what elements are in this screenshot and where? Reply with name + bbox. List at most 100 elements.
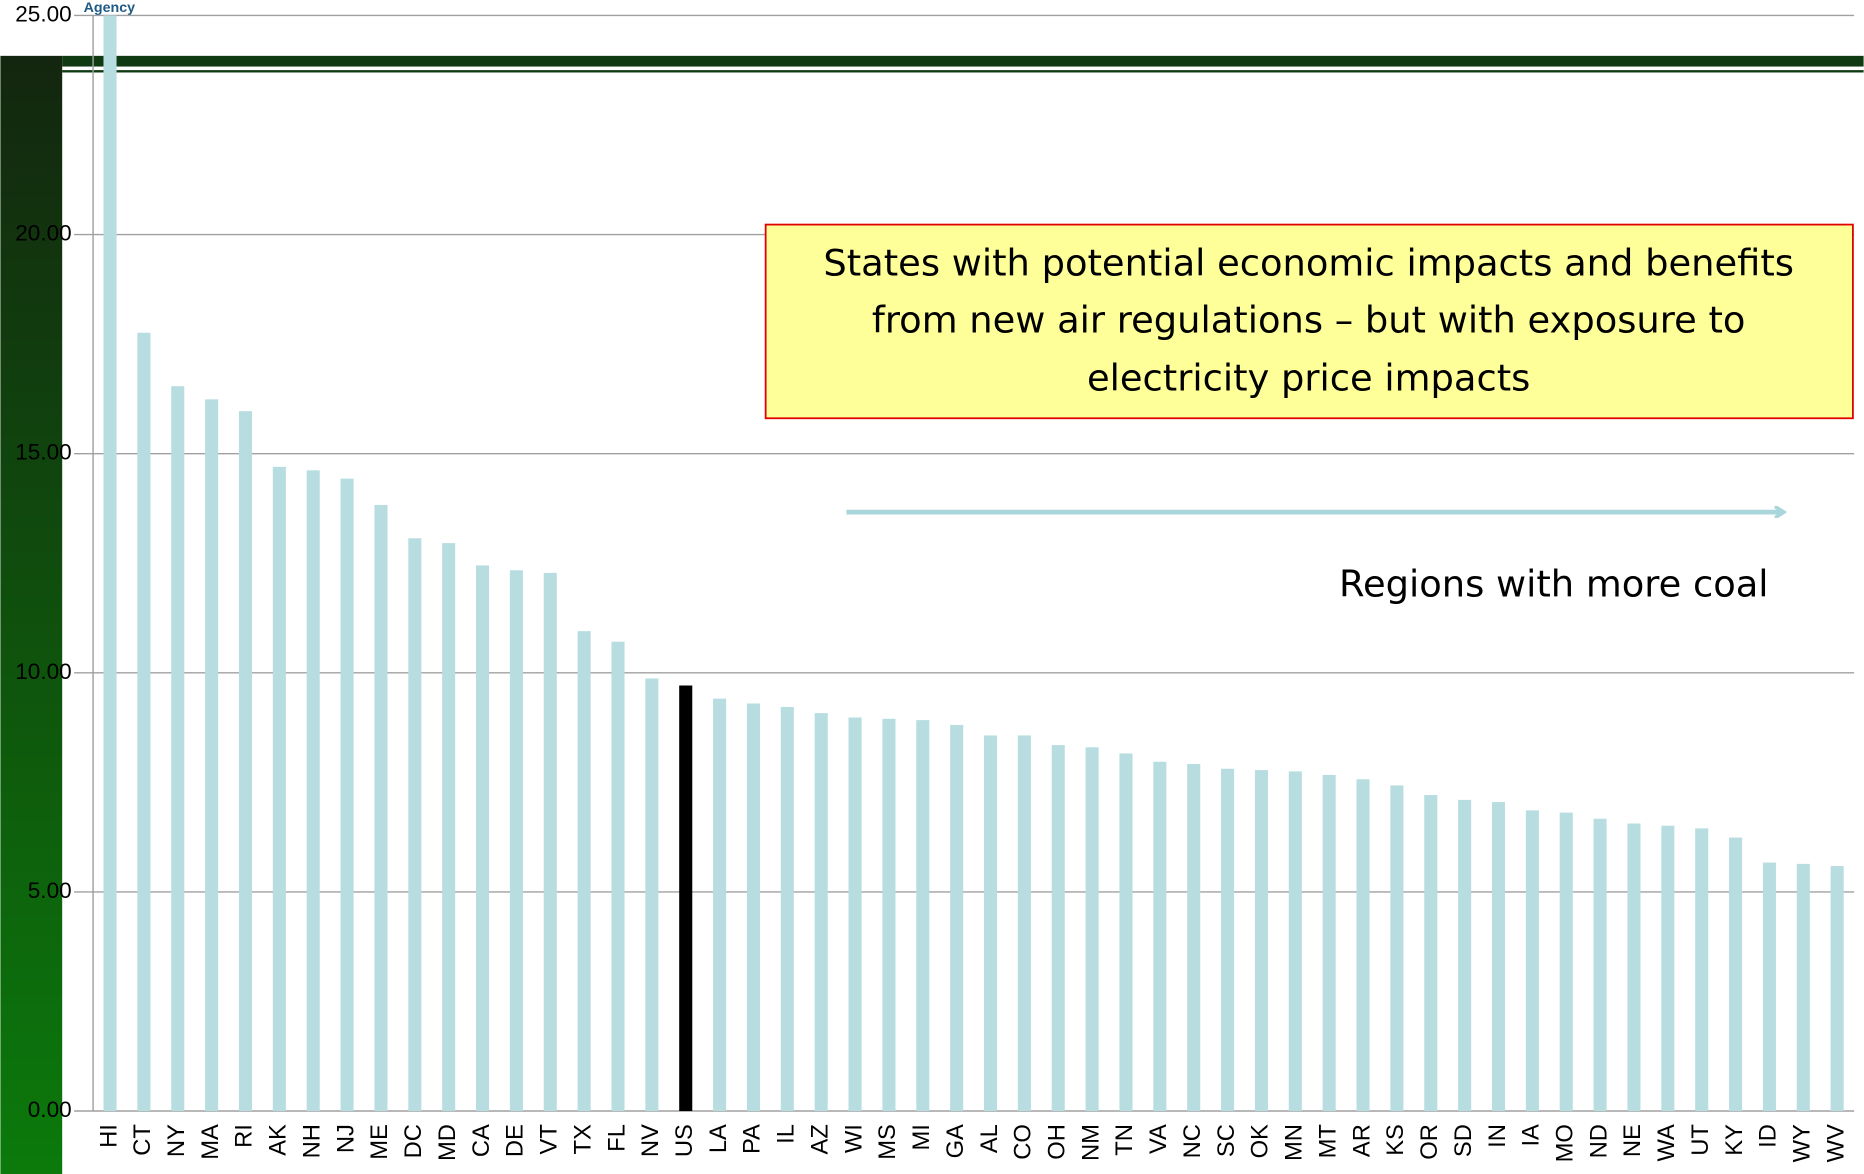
x-tick-label: IA [1518,1124,1545,1147]
bar [1187,763,1201,1112]
x-tick-label: KY [1721,1124,1748,1156]
bar [1221,768,1235,1112]
x-tick-label: AK [265,1124,292,1156]
bar [1695,828,1709,1112]
annotation-box [764,223,1854,420]
bar [1458,799,1472,1112]
y-tick-label: 20.00 [15,221,71,246]
annotation-line: States with potential economic impacts a… [823,241,1794,284]
bar [171,386,185,1112]
x-tick-label: NJ [332,1124,359,1153]
bar [1559,812,1573,1112]
bar [780,706,794,1112]
bar [340,478,354,1112]
x-tick-label: AR [1348,1124,1375,1157]
x-tick-label: ME [366,1124,393,1160]
x-tick-label: NM [1077,1124,1104,1161]
x-tick-label: GA [942,1124,969,1158]
x-tick-label: US [671,1124,698,1157]
bar [1119,753,1133,1112]
bar [1153,761,1167,1112]
x-tick-label: MI [908,1124,935,1150]
x-tick-label: SD [1450,1124,1477,1157]
x-tick-label: IL [773,1124,800,1144]
bar [882,718,896,1112]
x-tick-label: OH [1044,1124,1071,1160]
bar [1288,771,1302,1112]
annotation-line: electricity price impacts [1087,357,1530,400]
bar [1627,823,1641,1112]
x-tick-label: CA [468,1124,495,1157]
x-tick-label: MA [197,1124,224,1160]
header-text: Agency [84,0,136,16]
x-tick-label: RI [231,1124,258,1148]
bar [1390,785,1404,1112]
x-tick-label: MT [1314,1124,1341,1158]
bar [374,504,388,1112]
x-tick-label: VT [536,1124,563,1154]
bar [509,570,523,1112]
bar [983,735,998,1112]
x-tick-label: PA [739,1124,766,1154]
x-tick-label: VA [1145,1124,1172,1154]
bar [1661,825,1675,1112]
x-tick-label: NC [1179,1124,1206,1158]
bar [577,631,591,1112]
bar [272,466,286,1112]
x-tick-label: LA [705,1124,732,1153]
bar [442,543,456,1112]
x-tick-label: NV [637,1124,664,1157]
bar [950,724,964,1112]
x-tick-label: HI [95,1124,122,1148]
x-tick-label: MD [434,1124,461,1161]
x-tick-label: NE [1619,1124,1646,1157]
x-tick-label: WV [1822,1124,1849,1162]
side-band [0,55,63,1174]
bar [679,685,693,1112]
bar [746,703,760,1112]
y-tick-label: 15.00 [15,440,71,465]
bar [916,720,930,1112]
bar [1356,779,1370,1112]
bar [205,399,219,1112]
x-tick-label: MO [1552,1124,1579,1162]
x-tick-label: IN [1484,1124,1511,1148]
bar [1051,745,1065,1112]
bar [848,717,862,1112]
x-tick-label: OR [1416,1124,1443,1160]
bar [611,641,625,1112]
x-tick-label: DE [502,1124,529,1157]
bar [137,332,151,1112]
bar [1729,837,1743,1112]
x-tick-label: NH [298,1124,325,1158]
x-tick-label: SC [1213,1124,1240,1157]
bar [713,698,727,1112]
bar [1017,735,1031,1112]
bar [543,572,557,1112]
x-tick-label: AL [976,1124,1003,1153]
bar [306,470,320,1112]
bar [1491,802,1506,1112]
x-tick-label: MN [1281,1124,1308,1161]
x-tick-label: WI [840,1124,867,1153]
x-tick-label: MS [874,1124,901,1160]
bar [476,565,490,1112]
x-tick-label: KS [1382,1124,1409,1156]
top-rule [62,70,1864,73]
bar [1525,810,1539,1112]
arrow-label: Regions with more coal [1339,562,1769,605]
x-tick-label: AZ [806,1124,833,1154]
x-tick-label: OK [1247,1124,1274,1158]
x-tick-label: ND [1585,1124,1612,1158]
y-tick-label: 5.00 [28,878,72,903]
y-tick-label: 0.00 [28,1097,72,1122]
x-tick-label: CT [129,1124,156,1156]
bar [408,538,422,1112]
annotation-line: from new air regulations – but with expo… [872,299,1746,342]
x-tick-label: TX [569,1124,596,1155]
x-tick-label: UT [1687,1124,1714,1156]
bar [814,713,828,1112]
plot: 0.00 5.00 10.00 15.00 20.00 25.00 HI CT NY MA RI AK… [15,1,1855,1162]
y-tick-label: 10.00 [15,659,71,684]
